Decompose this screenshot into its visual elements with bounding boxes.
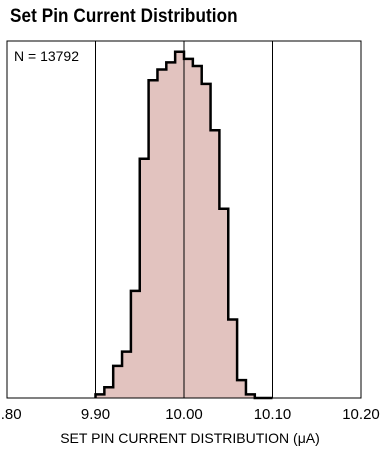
x-tick-label: 10.00 bbox=[165, 406, 203, 423]
x-tick-label: 10.10 bbox=[254, 406, 292, 423]
x-axis-ticks: 9.80 9.90 10.00 10.10 10.20 bbox=[0, 406, 380, 423]
x-axis-label: SET PIN CURRENT DISTRIBUTION (μA) bbox=[60, 430, 320, 446]
chart-title: Set Pin Current Distribution bbox=[10, 6, 238, 27]
x-tick-label: 9.80 bbox=[0, 406, 22, 423]
sample-count-label: N = 13792 bbox=[14, 48, 79, 64]
plot-frame bbox=[6, 40, 362, 399]
reference-lines bbox=[95, 41, 273, 398]
x-tick-label: 9.90 bbox=[81, 406, 110, 423]
histogram-outline bbox=[94, 50, 273, 400]
x-tick-label: 10.20 bbox=[342, 406, 380, 423]
